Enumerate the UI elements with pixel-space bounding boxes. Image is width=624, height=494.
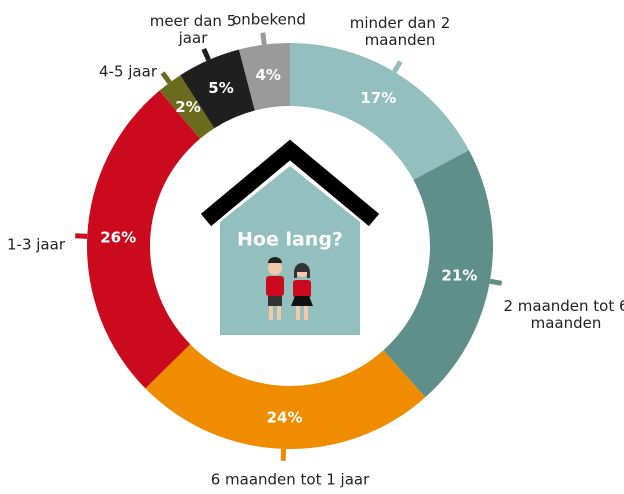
category-label: onbekend — [224, 12, 314, 29]
value-label: 4% — [255, 66, 280, 84]
category-label: 6 maanden tot 1 jaar — [180, 472, 400, 489]
chart: Hoe lang? 17% 21% 24% 26% 2% 5% 4% minder dan … — [0, 0, 624, 494]
leader-tick — [490, 281, 502, 283]
value-label: 24% — [267, 408, 303, 426]
category-label: 1-3 jaar — [0, 237, 76, 254]
value-label: 21% — [441, 266, 477, 284]
value-label: 26% — [100, 228, 136, 246]
leader-tick — [263, 33, 265, 45]
donut-segment — [145, 344, 425, 449]
center-label: Hoe lang? — [237, 229, 343, 251]
category-label: minder dan 2 maanden — [345, 15, 455, 49]
leader-tick — [75, 236, 87, 237]
category-label: 2 maanden tot 6 maanden — [501, 298, 624, 332]
value-label: 5% — [208, 79, 233, 97]
leader-tick — [204, 49, 209, 60]
value-label: 17% — [360, 89, 396, 107]
leader-tick — [394, 62, 400, 72]
category-label: 4-5 jaar — [88, 64, 168, 81]
house: Hoe lang? — [206, 150, 374, 335]
value-label: 2% — [175, 98, 200, 116]
donut-segment — [290, 43, 469, 180]
